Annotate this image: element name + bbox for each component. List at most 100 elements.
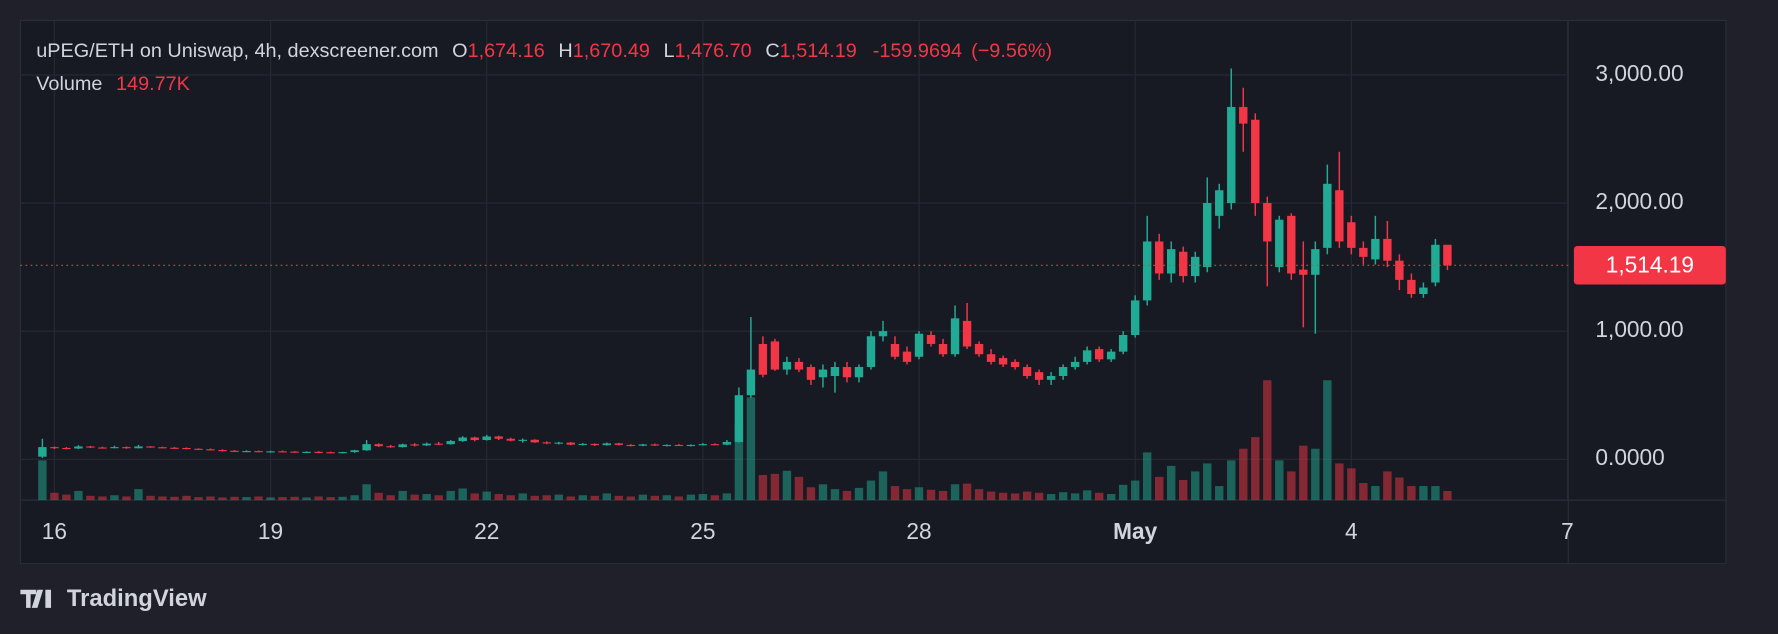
volume-bar xyxy=(746,397,756,501)
candle-body xyxy=(1106,351,1116,360)
volume-bar xyxy=(146,495,155,501)
candle-body xyxy=(1142,241,1152,301)
volume-bar xyxy=(1070,493,1080,501)
logo-icon xyxy=(20,589,52,608)
candle-body xyxy=(578,443,587,446)
candle-body xyxy=(518,439,527,441)
volume-bar xyxy=(1383,471,1392,501)
volume-legend: Volume 149.77K xyxy=(36,73,190,95)
candle-body xyxy=(962,320,972,347)
candle-body xyxy=(806,367,816,380)
candle-body xyxy=(218,450,227,452)
volume-bar xyxy=(1275,460,1284,501)
candle-body xyxy=(1094,349,1104,360)
last-price-tag xyxy=(1573,245,1726,285)
candle-body xyxy=(506,438,515,441)
volume-bar xyxy=(350,495,359,501)
volume-bar xyxy=(1335,463,1344,501)
candle-body xyxy=(1082,350,1092,362)
y-tick-label: 0.0000 xyxy=(1595,444,1664,470)
candle-body xyxy=(854,367,864,378)
candle-body xyxy=(1347,222,1356,248)
candle-body xyxy=(74,446,83,449)
legend-c: C xyxy=(765,40,779,62)
candle-body xyxy=(662,444,672,447)
candle-body xyxy=(698,444,708,446)
candle-body xyxy=(1046,375,1056,380)
volume-bar xyxy=(542,495,551,501)
candle-body xyxy=(1058,367,1068,376)
volume-bar xyxy=(122,496,131,501)
x-tick-label: 7 xyxy=(1561,518,1574,544)
candle-body xyxy=(122,447,131,449)
legend-close: 1,514.19 xyxy=(780,40,857,62)
candle-body xyxy=(1227,106,1236,204)
volume-bar xyxy=(1179,479,1188,501)
volume-bar xyxy=(278,497,287,501)
candle-body xyxy=(494,436,503,439)
volume-bar xyxy=(50,492,59,501)
y-tick-label: 3,000.00 xyxy=(1595,60,1683,86)
candle-body xyxy=(674,444,684,447)
candle-body xyxy=(242,451,251,453)
x-tick-label: 16 xyxy=(42,518,67,544)
candle-body xyxy=(1070,361,1080,368)
candle-body xyxy=(458,437,467,442)
volume-bar xyxy=(1046,494,1056,501)
volume-bar xyxy=(914,487,924,501)
volume-bars xyxy=(38,380,1452,501)
candle-body xyxy=(842,367,852,378)
volume-bar xyxy=(926,489,936,501)
volume-bar xyxy=(866,480,876,501)
candle-body xyxy=(326,452,335,454)
candle-body xyxy=(386,446,395,448)
candle-body xyxy=(1034,372,1044,380)
candle-body xyxy=(290,451,299,453)
volume-bar xyxy=(1287,471,1296,501)
volume-bar xyxy=(614,495,624,501)
volume-bar xyxy=(950,484,960,501)
candle-body xyxy=(746,369,756,396)
candle-body xyxy=(146,446,155,448)
volume-bar xyxy=(98,496,107,501)
volume-bar xyxy=(1106,494,1116,501)
legend-change-pct: (−9.56%) xyxy=(971,40,1052,62)
candle-body xyxy=(974,343,984,355)
volume-bar xyxy=(1239,448,1248,501)
candle-body xyxy=(302,451,311,453)
candle-body xyxy=(1383,238,1392,261)
volume-bar xyxy=(902,489,912,501)
volume-bar xyxy=(134,489,143,501)
candle-body xyxy=(950,318,960,355)
volume-bar xyxy=(602,493,612,501)
candle-body xyxy=(878,331,888,337)
candle-body xyxy=(398,444,407,448)
volume-bar xyxy=(86,495,95,501)
volume-bar xyxy=(434,495,443,501)
candle-body xyxy=(770,341,780,370)
candle-body xyxy=(254,451,263,453)
volume-bar xyxy=(1263,380,1272,501)
x-tick-label: 22 xyxy=(474,518,499,544)
volume-bar xyxy=(506,495,515,501)
candle-body xyxy=(50,447,59,449)
volume-bar xyxy=(674,496,684,501)
candle-body xyxy=(206,449,215,451)
candle-body xyxy=(1395,260,1404,280)
x-tick-label: 25 xyxy=(690,518,715,544)
candle-body xyxy=(86,446,95,448)
volume-bar xyxy=(518,493,527,501)
candle-body xyxy=(734,395,744,442)
candle-body xyxy=(554,442,563,444)
candle-body xyxy=(650,444,660,446)
volume-bar xyxy=(326,497,335,501)
candle-body xyxy=(782,361,792,370)
volume-bar xyxy=(482,491,491,501)
volume-bar xyxy=(446,490,455,501)
candle-body xyxy=(1263,203,1272,242)
volume-bar xyxy=(374,492,383,501)
volume-bar xyxy=(290,496,299,501)
volume-bar xyxy=(1347,468,1356,501)
volume-bar xyxy=(890,486,900,501)
